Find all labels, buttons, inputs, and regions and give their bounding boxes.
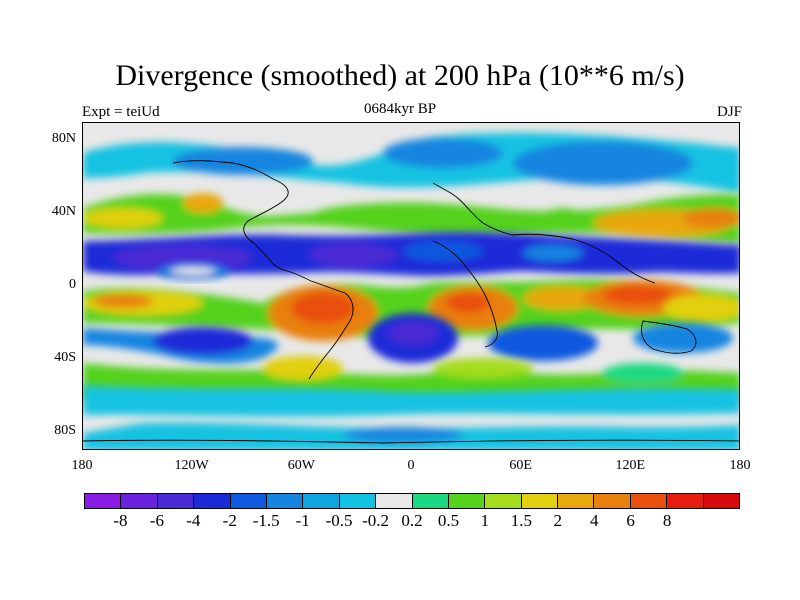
colorbar-cell: [194, 494, 231, 508]
colorbar: [84, 493, 740, 509]
lat-tick-label: 40S: [54, 349, 76, 365]
south-indian-yellowgreen: [433, 358, 533, 378]
antarctic-darkblue: [343, 427, 463, 443]
colorbar-cell: [85, 494, 122, 508]
colorbar-label: -6: [149, 511, 164, 530]
west-pacific-yellow: [663, 294, 739, 322]
south-atlantic-purple: [388, 321, 438, 345]
colorbar-cell: [558, 494, 595, 508]
lat-tick-label: 0: [69, 277, 76, 292]
india-north-blue: [523, 245, 583, 261]
time-label: 0684kyr BP: [363, 101, 437, 117]
colorbar-label: -0.2: [362, 511, 389, 530]
colorbar-label: -2: [222, 511, 237, 530]
south-pacific-west-teal: [603, 363, 683, 383]
australia-coast: [641, 320, 697, 354]
midlat-north-green: [83, 193, 739, 243]
colorbar-label: 1.5: [510, 511, 532, 530]
colorbar-label: -1.5: [252, 511, 280, 530]
canada-blue: [173, 147, 313, 175]
north-pacific-darkorange: [683, 208, 739, 228]
rockies-orange: [183, 193, 223, 213]
colorbar-label: -8: [113, 511, 128, 530]
plot-title: Divergence (smoothed) at 200 hPa (10**6 …: [115, 59, 685, 92]
antarctica-coast: [83, 439, 739, 444]
indian-ocean-orange: [523, 286, 603, 310]
sahara-blue: [403, 241, 483, 261]
asia-south-coast: [512, 233, 656, 284]
lon-tick-label: 180: [71, 458, 93, 473]
lon-tick-label: 0: [407, 458, 415, 473]
central-pacific-orange: [93, 294, 153, 308]
experiment-label: Expt = teiUd: [82, 104, 160, 120]
north-america-coast: [172, 160, 289, 272]
lon-tick-label: 120E: [615, 458, 646, 473]
colorbar-cell: [230, 494, 267, 508]
southern-ocean-blue: [83, 385, 739, 417]
atlantic-purple: [308, 243, 398, 267]
map-panel: [82, 122, 740, 450]
lon-tick-label: 60W: [287, 458, 315, 473]
east-pacific-white: [171, 267, 215, 275]
north-pacific-purple: [113, 245, 253, 271]
lon-tick-label: 60E: [509, 458, 532, 473]
colorbar-cell: [157, 494, 195, 508]
divergence-map: [83, 123, 739, 449]
colorbar-label: 2: [553, 511, 563, 530]
colorbar-cell: [521, 494, 559, 508]
south-atlantic-yellow: [263, 356, 343, 380]
colorbar-label: -0.5: [325, 511, 353, 530]
maritime-continent-red: [603, 285, 673, 305]
lat-tick-label: 80N: [51, 131, 76, 147]
colorbar-label: 8: [662, 511, 672, 530]
arctic-blue: [383, 138, 503, 168]
colorbar-label: -1: [295, 511, 310, 530]
colorbar-cell: [339, 494, 377, 508]
colorbar-cell: [121, 494, 158, 508]
colorbar-label: 1: [480, 511, 490, 530]
africa-red: [446, 293, 490, 313]
colorbar-label: 0.5: [437, 511, 460, 530]
colorbar-label: -4: [186, 511, 201, 530]
colorbar-cell: [376, 494, 413, 508]
caribbean-blue: [248, 253, 318, 273]
colorbar-cell: [703, 494, 740, 508]
colorbar-cell: [448, 494, 486, 508]
north-pacific-east-yellow: [83, 208, 163, 228]
siberia-blue: [513, 141, 693, 185]
south-pacific-darkblue: [153, 327, 253, 355]
south-america-red: [291, 292, 355, 324]
europe-coast: [432, 182, 514, 236]
colorbar-cell: [485, 494, 522, 508]
africa-coast: [432, 240, 498, 348]
season-label: DJF: [716, 104, 742, 120]
colorbar-cell: [412, 494, 449, 508]
australia-blue: [633, 323, 733, 353]
lat-tick-label: 80S: [54, 422, 76, 438]
lon-tick-label: 180: [729, 458, 751, 473]
colorbar-label: 4: [589, 511, 599, 530]
lon-tick-label: 120W: [174, 458, 209, 473]
tibet-green: [543, 208, 583, 228]
south-america-coast: [286, 270, 354, 380]
colorbar-cell: [266, 494, 304, 508]
coastlines: [83, 160, 739, 444]
south-indian-blue: [488, 325, 598, 361]
colorbar-label: 6: [626, 511, 635, 530]
colorbar-cell: [630, 494, 668, 508]
lat-tick-label: 40N: [51, 204, 76, 220]
colorbar-cell: [303, 494, 340, 508]
colorbar-label: 0.2: [401, 511, 423, 530]
colorbar-cell: [667, 494, 704, 508]
colorbar-cell: [594, 494, 631, 508]
